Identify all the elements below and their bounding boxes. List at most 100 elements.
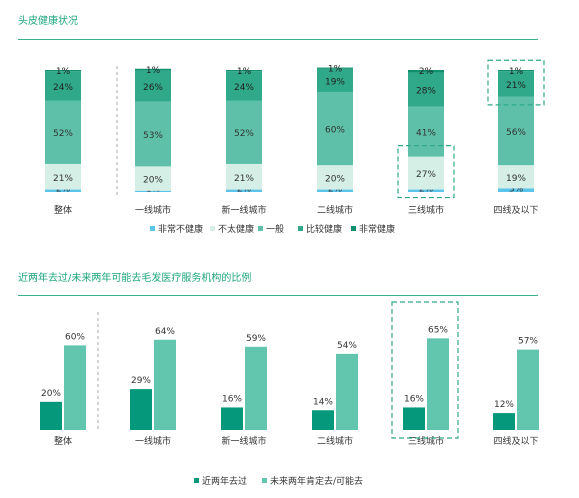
legend-label-not-healthy: 不太健康 (218, 223, 254, 235)
hair-clinic-visit-title: 近两年去过/未来两年可能去毛发医疗服务机构的比例 (18, 273, 252, 284)
bar-segment-very-unhealthy (45, 189, 81, 192)
legend-swatch-past-two-years (194, 478, 199, 483)
scalp-health-title: 头皮健康状况 (18, 16, 78, 27)
x-tick-label: 一线城市 (135, 435, 171, 447)
data-label: 12% (494, 400, 514, 410)
data-label: 52% (234, 129, 254, 139)
x-tick-label: 四线及以下 (493, 204, 538, 216)
data-label: 20% (143, 176, 163, 186)
bar-future-two-years (154, 339, 176, 430)
highlight-box (397, 145, 455, 199)
bar-segment-average (135, 101, 171, 167)
x-tick-label: 二线城市 (317, 204, 353, 216)
data-label: 20% (325, 174, 345, 184)
x-tick-label: 二线城市 (317, 435, 353, 447)
legend-label-fairly-healthy: 比较健康 (306, 223, 342, 235)
bar-segment-very-healthy (226, 70, 262, 72)
bar-future-two-years (64, 345, 86, 430)
bar-past-two-years (493, 413, 515, 430)
bar-segment-fairly-healthy (135, 70, 171, 102)
data-label: 54% (337, 341, 357, 351)
bar-segment-average (317, 91, 353, 166)
hair-clinic-visit-title-rule (18, 295, 538, 296)
legend-label-very-healthy: 非常健康 (359, 223, 395, 235)
bar-segment-not-healthy (45, 163, 81, 190)
data-label: 1% (509, 67, 524, 77)
bar-segment-not-healthy (408, 156, 444, 190)
data-label: 60% (325, 126, 345, 136)
data-label: 52% (53, 129, 73, 139)
data-label: 1% (328, 65, 343, 75)
bar-segment-very-healthy (317, 67, 353, 69)
bar-past-two-years (40, 401, 62, 430)
data-label: 57% (518, 337, 538, 347)
data-label: 2% (419, 67, 434, 77)
scalp-health-title-rule (18, 39, 538, 40)
bar-segment-fairly-healthy (317, 68, 353, 92)
x-tick-label: 四线及以下 (493, 435, 538, 447)
legend-swatch-very-unhealthy (150, 226, 155, 231)
legend-swatch-fairly-healthy (298, 226, 303, 231)
data-label: 21% (53, 174, 73, 184)
data-label: 19% (325, 77, 345, 87)
bar-segment-very-healthy (498, 70, 534, 72)
bar-segment-very-unhealthy (135, 190, 171, 192)
bar-segment-very-unhealthy (226, 189, 262, 192)
bar-segment-average (498, 96, 534, 166)
legend-swatch-average (258, 226, 263, 231)
legend-label-future-two-years: 未来两年肯定去/可能去 (270, 475, 363, 487)
bar-past-two-years (403, 407, 425, 430)
data-label: 1% (237, 67, 252, 77)
data-label: 53% (143, 131, 163, 141)
data-label: 3% (509, 185, 524, 195)
bar-segment-fairly-healthy (45, 71, 81, 101)
bar-segment-fairly-healthy (408, 72, 444, 107)
legend-label-average: 一般 (266, 223, 284, 235)
bar-segment-not-healthy (317, 165, 353, 190)
highlight-box (391, 301, 459, 439)
data-label: 26% (143, 83, 163, 93)
data-label: 14% (313, 397, 333, 407)
bar-segment-fairly-healthy (226, 71, 262, 101)
data-label: 27% (416, 170, 436, 180)
bar-segment-very-healthy (45, 70, 81, 72)
data-label: 16% (222, 394, 242, 404)
bar-segment-very-healthy (135, 68, 171, 70)
data-label: 41% (416, 129, 436, 139)
bar-segment-very-unhealthy (408, 189, 444, 192)
legend-swatch-very-healthy (351, 226, 356, 231)
x-tick-label: 新一线城市 (221, 204, 266, 216)
bar-segment-not-healthy (135, 166, 171, 191)
data-label: 21% (506, 81, 526, 91)
bar-segment-average (226, 100, 262, 164)
bar-segment-very-unhealthy (498, 188, 534, 192)
data-label: 19% (506, 174, 526, 184)
x-tick-label: 整体 (54, 435, 72, 447)
data-label: 24% (234, 83, 254, 93)
data-label: 29% (131, 376, 151, 386)
data-label: 60% (65, 332, 85, 342)
data-label: 64% (155, 327, 175, 337)
bar-past-two-years (312, 410, 334, 430)
bar-past-two-years (130, 389, 152, 430)
data-label: 1% (146, 66, 161, 76)
x-tick-label: 三线城市 (408, 435, 444, 447)
bar-segment-fairly-healthy (498, 71, 534, 97)
data-label: 28% (416, 87, 436, 97)
bar-segment-average (408, 106, 444, 157)
bar-future-two-years (427, 338, 449, 430)
bar-segment-average (45, 100, 81, 164)
legend-swatch-not-healthy (210, 226, 215, 231)
highlight-box (487, 59, 545, 106)
data-label: 56% (506, 128, 526, 138)
data-label: 21% (234, 174, 254, 184)
bar-future-two-years (336, 353, 358, 430)
x-tick-label: 一线城市 (135, 204, 171, 216)
legend-swatch-future-two-years (262, 478, 267, 483)
hair-clinic-visit-bar-chart: 20% 60% 整体 29% 64% 一线城市 16% 59% 新一线城市 14% 54% 二线城市 1… (40, 301, 539, 487)
data-label: 1% (56, 67, 71, 77)
data-label: 65% (428, 325, 448, 335)
legend-label-past-two-years: 近两年去过 (202, 475, 247, 487)
legend-label-very-unhealthy: 非常不健康 (158, 223, 203, 235)
